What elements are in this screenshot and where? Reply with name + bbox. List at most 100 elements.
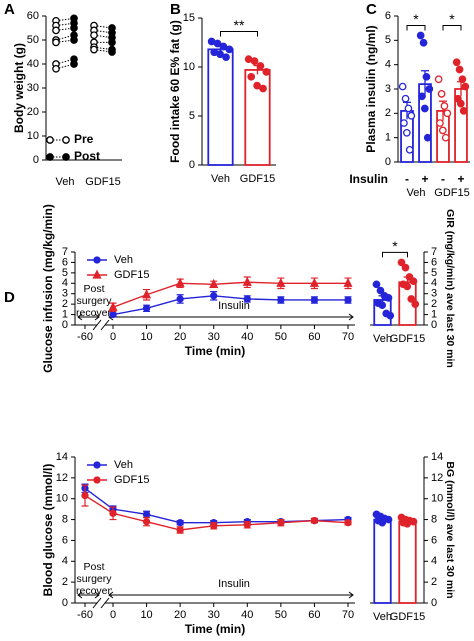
- y-tick-label: 15: [183, 12, 195, 24]
- y-tick-label: 0: [62, 319, 68, 331]
- y-tick-label: 40: [27, 58, 39, 70]
- data-point: [253, 81, 261, 90]
- data-point: [142, 304, 151, 312]
- data-point: [401, 94, 410, 103]
- data-point: [455, 65, 464, 74]
- y-tick-label: 8: [431, 513, 437, 525]
- data-point: [404, 104, 413, 113]
- data-point: [70, 60, 78, 68]
- data-point: [225, 45, 234, 54]
- bar: [373, 518, 392, 604]
- data-point: [398, 82, 407, 91]
- data-point: [403, 282, 412, 291]
- legend-label: Pre: [74, 132, 94, 146]
- y-tick-label: 5: [62, 267, 68, 279]
- annotation-box: Post surgery recovery: [76, 561, 112, 597]
- arrow: [108, 591, 354, 599]
- annotation: Insulin: [218, 300, 250, 312]
- x-tick-label: 30: [208, 609, 220, 621]
- y-tick-label: 10: [431, 493, 443, 505]
- significance-label: *: [413, 11, 419, 27]
- y-tick-label: 6: [431, 256, 437, 268]
- data-point: [437, 90, 446, 98]
- data-point: [142, 518, 151, 526]
- y-tick-label: 1: [62, 308, 68, 320]
- legend-label: Veh: [114, 459, 133, 471]
- significance-bracket: [382, 251, 408, 258]
- data-point: [402, 128, 411, 137]
- x-tick-label: Veh: [373, 611, 392, 623]
- y-tick-label: 20: [27, 106, 39, 118]
- y-tick-label: 12: [56, 472, 68, 484]
- data-point: [176, 526, 184, 534]
- legend-marker: [93, 461, 101, 469]
- data-point: [409, 277, 418, 286]
- data-point: [461, 82, 470, 91]
- annotation: Post surgery recovery: [76, 561, 112, 597]
- data-point: [276, 277, 286, 287]
- data-point: [418, 92, 426, 101]
- data-point: [175, 277, 185, 287]
- data-point: [250, 57, 259, 65]
- y-axis-label: Glucose infusion (mg/kg/min): [41, 204, 55, 373]
- series-line: [112, 281, 348, 308]
- data-point: [384, 515, 393, 524]
- y-tick-label: 0: [431, 319, 437, 331]
- data-point: [108, 301, 118, 311]
- x-tick-label: 70: [342, 609, 354, 621]
- significance-bracket: [220, 31, 258, 37]
- y-tick-label: 0: [385, 156, 391, 168]
- legend-label: GDF15: [114, 474, 149, 486]
- data-point: [213, 39, 222, 48]
- y-axis-label: GIR (mg/kg/min) ave last 30 min: [444, 209, 456, 368]
- legend-marker: [93, 476, 101, 484]
- y-axis-label: Blood glucose (mmol/l): [41, 464, 55, 597]
- y-tick-label: 7: [62, 246, 68, 258]
- panel-letter: D: [4, 289, 15, 306]
- data-point: [243, 521, 251, 529]
- data-point: [52, 26, 60, 35]
- data-point: [459, 107, 468, 115]
- data-point: [384, 294, 393, 302]
- y-tick-label: 3: [431, 288, 437, 300]
- x-tick-label: -: [405, 172, 409, 186]
- x-tick-label: 30: [208, 331, 220, 343]
- data-point: [209, 278, 219, 288]
- y-axis-label: BG (mmol/l) ave last 30 min: [444, 461, 456, 598]
- data-point: [310, 516, 319, 525]
- y-axis-label: Food intake 60 E% fat (g): [168, 20, 182, 163]
- y-tick-label: 5: [189, 110, 195, 122]
- y-tick-label: 60: [27, 10, 39, 22]
- x-tick-label: GDF15: [240, 173, 275, 185]
- y-tick-label: 10: [183, 61, 195, 73]
- x-tick-label: GDF15: [390, 611, 425, 623]
- data-point: [259, 84, 267, 93]
- x-tick-label: 40: [241, 609, 253, 621]
- data-point: [216, 50, 224, 59]
- axis-break: [92, 319, 110, 331]
- data-point: [400, 119, 408, 127]
- data-point: [378, 518, 387, 527]
- data-point: [405, 145, 414, 154]
- y-tick-label: 4: [385, 59, 391, 71]
- y-tick-label: 1: [385, 132, 391, 144]
- group-label: Veh: [407, 187, 426, 199]
- y-tick-label: 6: [431, 534, 437, 546]
- y-tick-label: 30: [27, 82, 39, 94]
- y-tick-label: 3: [62, 288, 68, 300]
- y-tick-label: 0: [431, 597, 437, 609]
- data-point: [401, 263, 410, 272]
- x-tick-label: Veh: [56, 176, 75, 188]
- data-point: [109, 509, 117, 517]
- y-tick-label: 10: [27, 130, 39, 142]
- data-point: [386, 311, 395, 320]
- y-tick-label: 14: [431, 451, 443, 463]
- y-tick-label: 2: [385, 107, 391, 119]
- x-tick-label: 50: [275, 331, 287, 343]
- legend-marker: [46, 136, 54, 144]
- data-point: [376, 286, 385, 295]
- series-line: [112, 295, 348, 316]
- data-point: [458, 75, 467, 84]
- panel-letter: C: [366, 1, 377, 18]
